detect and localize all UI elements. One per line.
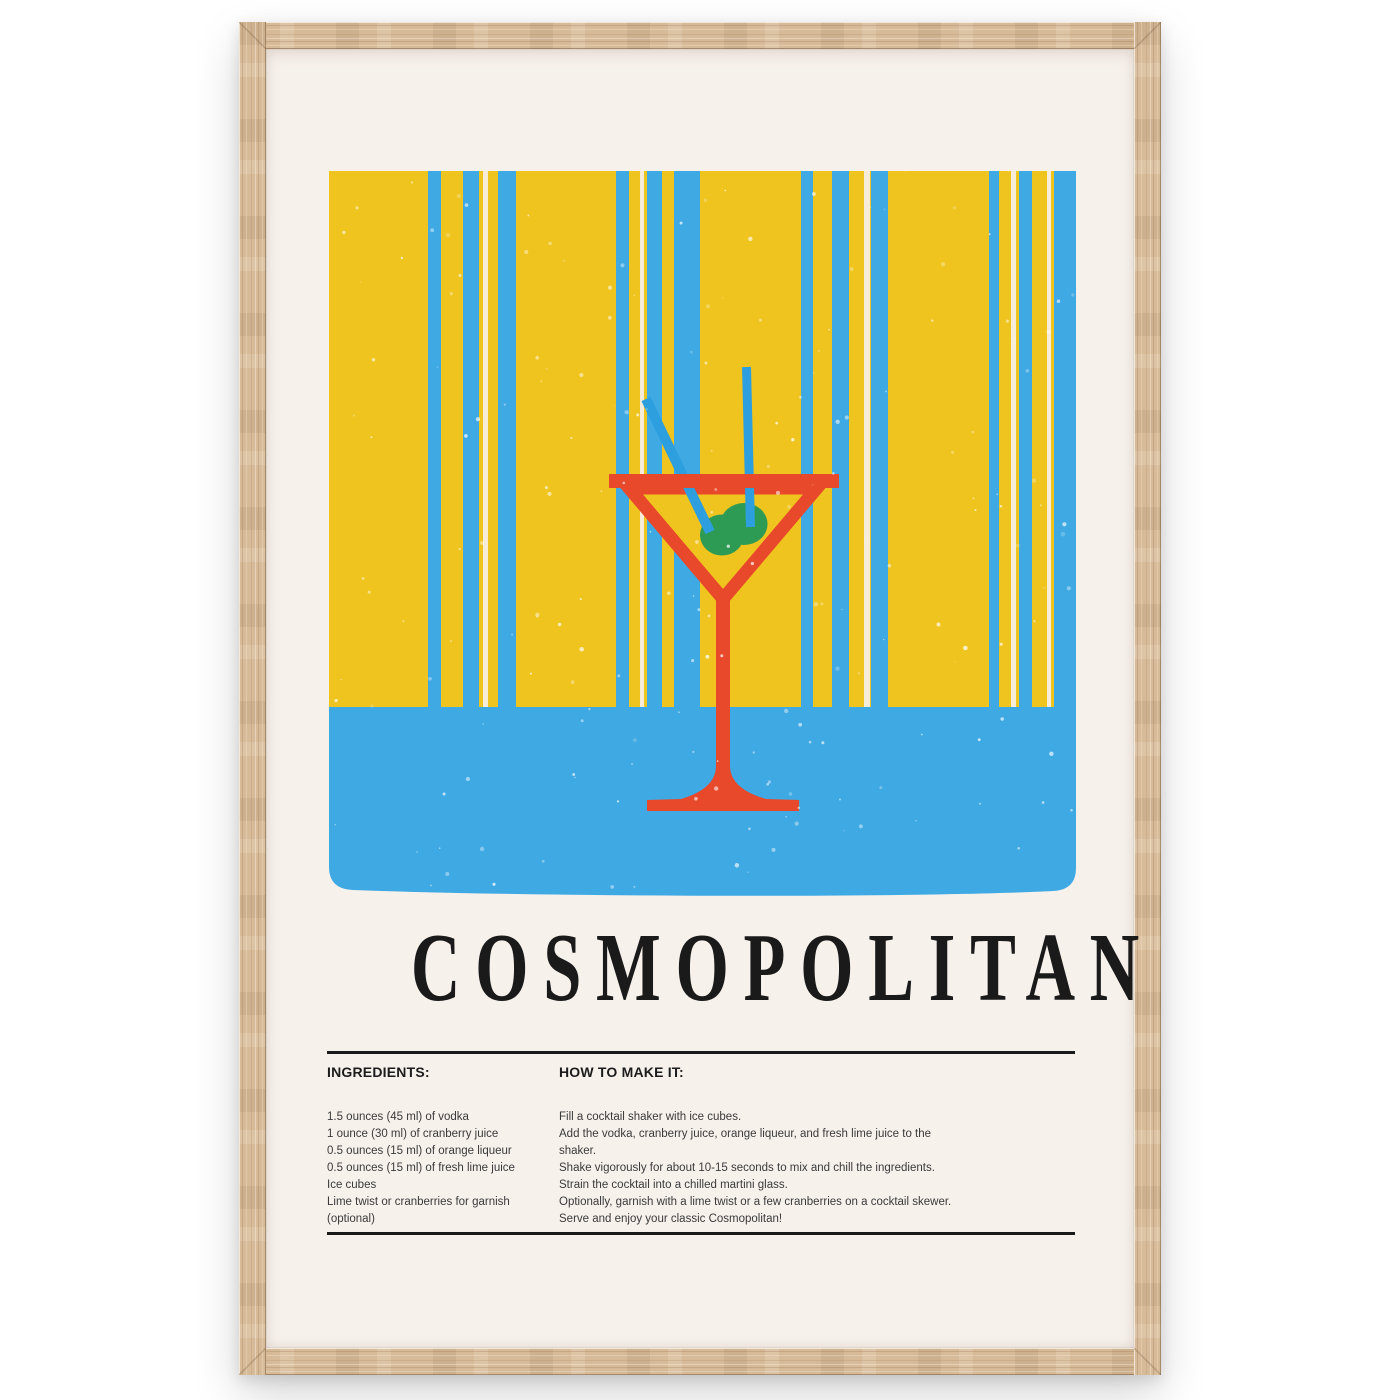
list-item: Lime twist or cranberries for garnish (o… xyxy=(327,1196,510,1225)
list-item: Add the vodka, cranberry juice, orange l… xyxy=(559,1128,932,1157)
frame-miter-top-left xyxy=(239,22,266,49)
ingredients-list: 1.5 ounces (45 ml) of vodka 1 ounce (30 m… xyxy=(327,1109,542,1228)
striped-backdrop xyxy=(329,171,1076,707)
list-item: Ice cubes xyxy=(327,1179,377,1191)
divider-top xyxy=(327,1051,1075,1054)
backdrop-pinstripes xyxy=(483,171,1051,707)
instructions-section: HOW TO MAKE IT: Fill a cocktail shaker w… xyxy=(559,1064,959,1228)
frame-miter-bottom-right xyxy=(1134,1348,1161,1375)
list-item: Optionally, garnish with a lime twist or… xyxy=(559,1196,952,1208)
glass-stem xyxy=(716,595,730,773)
divider-bottom xyxy=(327,1232,1075,1235)
glass-rim xyxy=(609,474,839,488)
frame-edge-left xyxy=(239,22,266,1375)
poster-paper: COSMOPOLITAN INGREDIENTS: 1.5 ounces (45… xyxy=(266,49,1154,1348)
cocktail-artwork xyxy=(329,171,1076,896)
poster-title: COSMOPOLITAN xyxy=(410,914,1154,1022)
straw-icon xyxy=(742,366,755,528)
list-item: 0.5 ounces (15 ml) of orange liqueur xyxy=(327,1145,512,1157)
list-item: Strain the cocktail into a chilled marti… xyxy=(559,1179,788,1191)
backdrop-stripes xyxy=(428,171,1076,707)
list-item: Shake vigorously for about 10-15 seconds… xyxy=(559,1162,935,1174)
list-item: 1.5 ounces (45 ml) of vodka xyxy=(327,1111,469,1123)
instructions-heading: HOW TO MAKE IT: xyxy=(559,1064,684,1080)
ingredients-heading: INGREDIENTS: xyxy=(327,1064,430,1080)
glass-foot xyxy=(647,767,799,811)
ingredients-section: INGREDIENTS: 1.5 ounces (45 ml) of vodka… xyxy=(327,1064,542,1228)
frame-miter-top-right xyxy=(1134,22,1161,49)
speckle-texture xyxy=(334,171,1075,889)
list-item: Fill a cocktail shaker with ice cubes. xyxy=(559,1111,742,1123)
frame-edge-top xyxy=(239,22,1161,49)
picture-frame: COSMOPOLITAN INGREDIENTS: 1.5 ounces (45… xyxy=(239,22,1161,1375)
frame-edge-bottom xyxy=(239,1348,1161,1375)
frame-miter-bottom-left xyxy=(239,1348,266,1375)
straw-icon xyxy=(641,396,715,535)
list-item: 0.5 ounces (15 ml) of fresh lime juice xyxy=(327,1162,515,1174)
straws xyxy=(641,366,755,535)
list-item: 1 ounce (30 ml) of cranberry juice xyxy=(327,1128,499,1140)
instructions-list: Fill a cocktail shaker with ice cubes. Ad… xyxy=(559,1109,959,1228)
list-item: Serve and enjoy your classic Cosmopolita… xyxy=(559,1213,783,1225)
frame-edge-right xyxy=(1134,22,1161,1375)
